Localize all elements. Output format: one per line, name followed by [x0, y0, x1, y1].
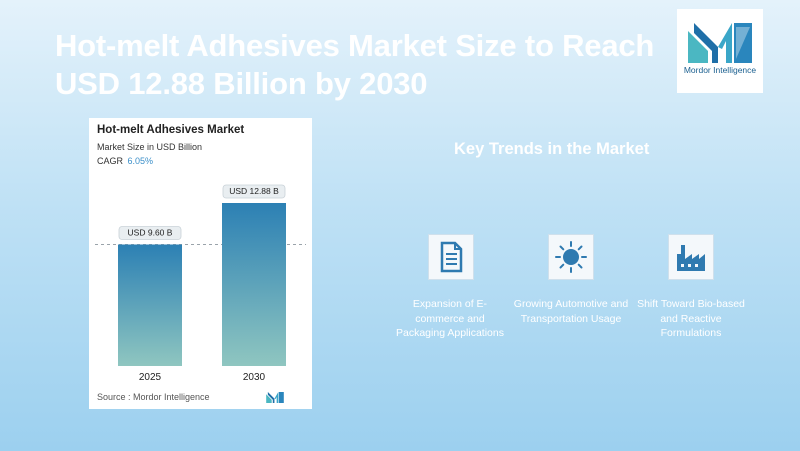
- bar-2030: [222, 203, 286, 366]
- chart-subtitle: Market Size in USD Billion: [97, 142, 203, 152]
- sun-icon: [548, 234, 594, 280]
- mordor-logo-icon: [688, 23, 752, 63]
- x-tick-2025: 2025: [139, 372, 162, 383]
- chart-title: Hot-melt Adhesives Market: [97, 124, 245, 136]
- cagr-value: 6.05%: [127, 156, 154, 166]
- trend-text-1: Expansion of E-commerce and Packaging Ap…: [396, 298, 504, 339]
- x-tick-2030: 2030: [243, 372, 266, 383]
- trends-title: Key Trends in the Market: [454, 140, 650, 158]
- trend-text-2: Growing Automotive and Transportation Us…: [513, 298, 629, 325]
- data-label-2030: USD 12.88 B: [229, 186, 279, 196]
- cagr-line: CAGR 6.05%: [97, 156, 153, 166]
- data-label-bg-2030: [222, 184, 286, 199]
- trend-text-3: Shift Toward Bio-based and Reactive Form…: [637, 298, 745, 339]
- headline: Hot-melt Adhesives Market Size to Reach …: [55, 28, 655, 101]
- bar-2025: [118, 244, 182, 366]
- source-text: Source : Mordor Intelligence: [97, 392, 210, 402]
- cagr-label: CAGR: [97, 156, 124, 166]
- logo-text: Mordor Intelligence: [683, 65, 757, 75]
- data-label-bg-2025: [118, 226, 182, 240]
- mordor-logo: Mordor Intelligence: [677, 9, 763, 93]
- bar-chart: USD 9.60 B 2025 USD 12.88 B 2030: [95, 184, 306, 383]
- document-icon: [428, 234, 474, 280]
- chart-card: Hot-melt Adhesives Market Market Size in…: [89, 118, 312, 409]
- factory-icon: [668, 234, 714, 280]
- data-label-2025: USD 9.60 B: [128, 228, 173, 238]
- source-logo-icon: [266, 392, 284, 403]
